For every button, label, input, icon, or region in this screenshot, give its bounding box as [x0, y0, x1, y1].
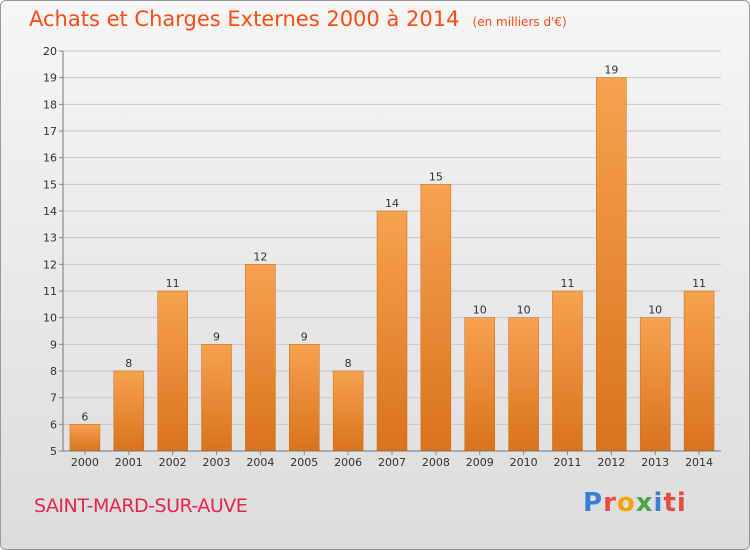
y-tick-label: 14 [43, 205, 57, 218]
x-tick-label: 2013 [641, 456, 669, 469]
x-tick-label: 2002 [159, 456, 187, 469]
chart-title: Achats et Charges Externes 2000 à 2014 [29, 7, 460, 31]
y-tick-label: 9 [50, 338, 57, 351]
data-label: 8 [345, 357, 352, 370]
bar [332, 370, 364, 452]
bar [113, 370, 145, 452]
x-tick-label: 2010 [510, 456, 538, 469]
y-tick-label: 8 [50, 365, 57, 378]
place-name: SAINT-MARD-SUR-AUVE [34, 495, 248, 517]
data-label: 9 [301, 330, 308, 343]
data-label: 9 [213, 330, 220, 343]
bar [552, 290, 583, 452]
bar [69, 424, 101, 452]
x-tick-label: 2005 [290, 456, 318, 469]
bar [420, 184, 452, 452]
bar [464, 317, 495, 452]
y-tick-label: 19 [43, 72, 57, 85]
y-tick-label: 13 [43, 232, 57, 245]
y-tick-label: 12 [43, 258, 57, 271]
brand-logo: Proxiti [583, 488, 687, 518]
data-label: 14 [385, 197, 399, 210]
bar [639, 317, 671, 452]
data-label: 11 [560, 277, 574, 290]
data-label: 10 [648, 304, 662, 317]
y-tick-label: 17 [43, 125, 57, 138]
x-tick-label: 2009 [466, 456, 494, 469]
data-label: 8 [125, 357, 132, 370]
x-tick-label: 2000 [71, 456, 99, 469]
x-tick-label: 2003 [203, 456, 231, 469]
y-tick-label: 11 [43, 285, 57, 298]
data-label: 10 [473, 304, 487, 317]
x-tick-label: 2007 [378, 456, 406, 469]
y-tick-label: 6 [50, 418, 57, 431]
x-tick-label: 2014 [685, 456, 713, 469]
bar [289, 344, 320, 452]
y-tick-label: 18 [43, 98, 57, 111]
x-tick-label: 2001 [115, 456, 143, 469]
y-tick-label: 16 [43, 152, 57, 165]
bar [201, 344, 232, 452]
data-label: 11 [692, 277, 706, 290]
y-axis-ticks: 5 6 7 8 9 10 11 12 13 14 15 16 17 18 19 20 [43, 45, 63, 458]
bars [69, 77, 715, 452]
bar [596, 77, 627, 452]
data-label: 6 [81, 410, 88, 423]
y-tick-label: 7 [50, 392, 57, 405]
x-tick-label: 2011 [553, 456, 581, 469]
axes [62, 51, 721, 452]
y-tick-label: 10 [43, 312, 57, 325]
bar [508, 317, 539, 452]
bar [376, 210, 408, 452]
bar [157, 290, 188, 452]
data-label: 12 [253, 250, 267, 263]
y-tick-label: 20 [43, 45, 57, 58]
data-label: 10 [517, 304, 531, 317]
data-label: 19 [604, 64, 618, 77]
chart-unit: (en milliers d'€) [472, 15, 567, 29]
x-tick-label: 2004 [246, 456, 274, 469]
x-tick-label: 2006 [334, 456, 362, 469]
x-tick-label: 2012 [597, 456, 625, 469]
x-tick-label: 2008 [422, 456, 450, 469]
bar [683, 290, 715, 452]
data-label: 11 [166, 277, 180, 290]
x-axis-ticks: 2000 2001 2002 2003 2004 2005 2006 2007 2008 2009… [71, 451, 713, 469]
chart-header: Achats et Charges Externes 2000 à 2014 (… [29, 7, 567, 31]
y-tick-label: 5 [50, 445, 57, 458]
bar [245, 264, 276, 452]
data-label: 15 [429, 170, 443, 183]
y-tick-label: 15 [43, 178, 57, 191]
data-labels: 6 8 11 9 12 9 8 14 15 10 10 11 19 10 11 [81, 64, 706, 424]
